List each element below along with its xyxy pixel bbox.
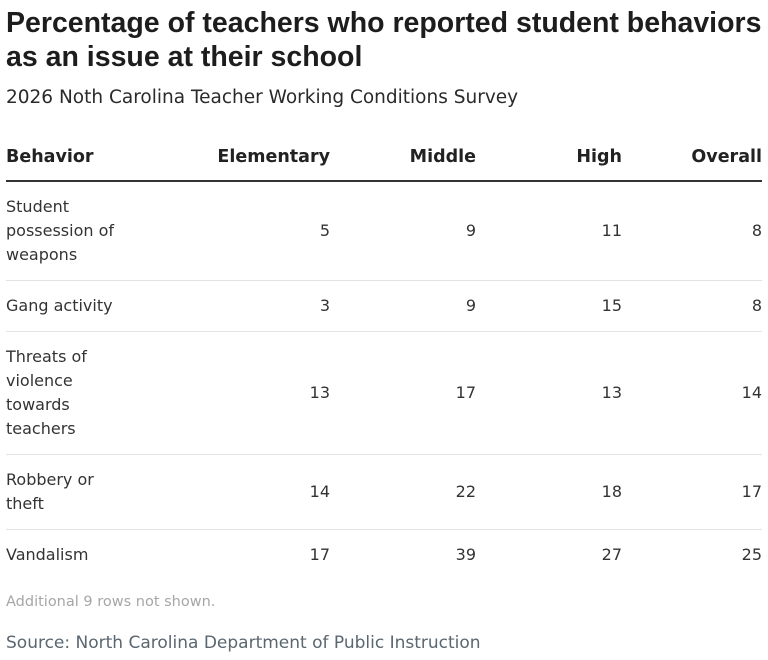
- table-row: Gang activity 3 9 15 8: [6, 280, 762, 332]
- column-header-middle: Middle: [330, 134, 476, 182]
- table-row: Vandalism 17 39 27 25: [6, 530, 762, 581]
- data-table: Behavior Elementary Middle High Overall …: [6, 134, 762, 580]
- middle-cell: 9: [330, 181, 476, 281]
- overall-cell: 8: [622, 280, 762, 332]
- high-cell: 11: [476, 181, 622, 281]
- elementary-cell: 14: [126, 454, 330, 530]
- middle-cell: 39: [455, 545, 476, 564]
- high-cell: 27: [601, 545, 622, 564]
- table-row: Threats of violence towards teachers 13 …: [6, 331, 762, 455]
- high-cell: 18: [476, 454, 622, 530]
- elementary-cell: 13: [126, 331, 330, 455]
- behavior-cell: Threats of violence towards teachers: [6, 331, 126, 455]
- column-header-overall: Overall: [622, 134, 762, 182]
- high-cell: 15: [476, 280, 622, 332]
- behavior-cell: Student possession of weapons: [6, 181, 126, 281]
- elementary-cell: 3: [126, 280, 330, 332]
- table-row: Robbery or theft 14 22 18 17: [6, 454, 762, 530]
- table-row: Student possession of weapons 5 9 11 8: [6, 181, 762, 281]
- footnote: Additional 9 rows not shown.: [6, 594, 216, 610]
- overall-cell: 17: [622, 454, 762, 530]
- column-header-behavior: Behavior: [6, 134, 126, 182]
- source-note: Source: North Carolina Department of Pub…: [6, 633, 481, 653]
- behavior-cell: Vandalism: [6, 545, 89, 564]
- table-header-row: Behavior Elementary Middle High Overall: [6, 134, 762, 182]
- middle-cell: 17: [330, 331, 476, 455]
- overall-cell: 8: [622, 181, 762, 281]
- behavior-cell: Gang activity: [6, 280, 126, 332]
- elementary-cell: 5: [126, 181, 330, 281]
- elementary-cell: 17: [309, 545, 330, 564]
- column-header-high: High: [476, 134, 622, 182]
- column-header-elementary: Elementary: [126, 134, 330, 182]
- overall-cell: 25: [741, 545, 762, 564]
- high-cell: 13: [476, 331, 622, 455]
- behavior-cell: Robbery or theft: [6, 454, 126, 530]
- chart-title: Percentage of teachers who reported stud…: [6, 7, 762, 73]
- chart-subtitle: 2026 Noth Carolina Teacher Working Condi…: [6, 87, 519, 108]
- middle-cell: 9: [330, 280, 476, 332]
- middle-cell: 22: [330, 454, 476, 530]
- overall-cell: 14: [622, 331, 762, 455]
